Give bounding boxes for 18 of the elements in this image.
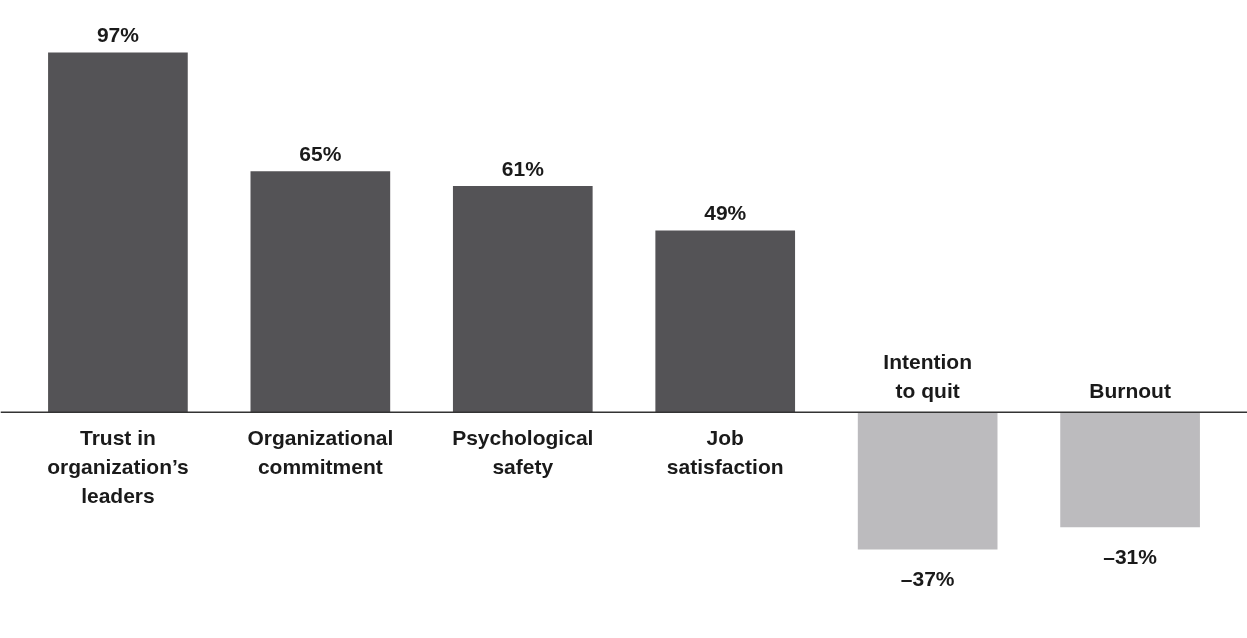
x-tick-label: Intention to quit bbox=[883, 350, 972, 403]
bar bbox=[452, 185, 593, 413]
x-tick-label: Trust in organization’s leaders bbox=[47, 426, 189, 507]
bar bbox=[857, 412, 998, 550]
x-tick-label: Organizational commitment bbox=[247, 426, 394, 478]
data-label: –31% bbox=[1103, 545, 1158, 569]
data-label: 61% bbox=[501, 156, 545, 180]
data-label: 49% bbox=[704, 201, 747, 225]
data-label: 97% bbox=[96, 23, 140, 47]
bar bbox=[1060, 412, 1200, 528]
x-tick-label: Psychological safety bbox=[452, 426, 594, 478]
data-label: 65% bbox=[299, 142, 342, 166]
bar bbox=[250, 171, 391, 413]
x-tick-label: Burnout bbox=[1089, 379, 1171, 403]
data-label: –37% bbox=[900, 567, 955, 591]
x-tick-label: Job satisfaction bbox=[666, 426, 784, 478]
bar bbox=[48, 52, 188, 413]
bar bbox=[655, 230, 796, 413]
